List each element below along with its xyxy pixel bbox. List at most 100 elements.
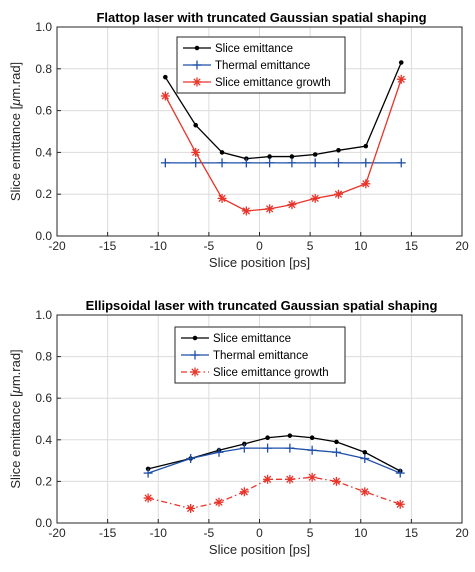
data-point — [214, 447, 224, 457]
series-2 — [143, 472, 405, 513]
series-1 — [160, 158, 406, 168]
data-point — [336, 148, 341, 153]
legend-marker — [192, 77, 202, 87]
data-point — [307, 445, 317, 455]
x-tick-label: 20 — [455, 526, 469, 540]
data-point — [396, 158, 406, 168]
data-point — [395, 499, 405, 509]
bottom-chart-panel: -20 -15 -10 -5 0 5 10 15 20 0.0 0.2 0.4 0.6 0.8 1.0 Ell… — [8, 298, 469, 557]
x-axis-label: Slice position [ps] — [209, 255, 310, 270]
y-tick-label: 0.2 — [35, 474, 52, 488]
data-point — [312, 152, 318, 157]
x-tick-label: 0 — [256, 239, 263, 253]
y-tick-label: 0.4 — [35, 433, 52, 447]
x-tick-label: 20 — [455, 239, 469, 253]
legend-label: Slice emittance — [215, 43, 293, 55]
data-point — [285, 443, 295, 453]
series-1 — [143, 443, 405, 478]
data-point — [217, 193, 227, 203]
x-tick-label: -5 — [204, 239, 215, 253]
data-point — [265, 204, 275, 214]
data-point — [239, 487, 249, 497]
y-axis-label: Slice emittance [μm.rad] — [8, 349, 23, 488]
data-point — [360, 454, 370, 464]
y-tick-label: 0.8 — [35, 350, 52, 364]
data-point — [334, 439, 339, 445]
y-tick-label: 0.0 — [35, 516, 52, 530]
data-point — [310, 193, 320, 203]
data-point — [363, 143, 369, 149]
top-chart-panel: -20 -15 -10 -5 0 5 10 15 20 0.0 0.2 0.4 0.6 0.8 1.0 Fla… — [8, 10, 469, 270]
chart-title: Flattop laser with truncated Gaussian sp… — [96, 10, 426, 25]
y-tick-label: 0.8 — [35, 62, 52, 76]
x-tick-label: -10 — [150, 239, 168, 253]
data-point — [360, 487, 370, 497]
series-line — [147, 476, 401, 510]
data-point — [331, 447, 341, 457]
data-point — [217, 158, 227, 168]
legend: Slice emittance Thermal emittance Slice em… — [174, 326, 346, 384]
legend-marker — [192, 335, 198, 341]
x-tick-label: 15 — [405, 239, 419, 253]
x-tick-label: 10 — [354, 239, 368, 253]
legend-marker — [192, 60, 202, 70]
data-point — [333, 158, 343, 168]
y-tick-label: 1.0 — [35, 308, 52, 322]
data-point — [287, 433, 293, 438]
data-point — [289, 154, 295, 159]
series-0 — [163, 60, 404, 161]
x-tick-label: 10 — [354, 526, 368, 540]
data-point — [307, 472, 317, 482]
legend-marker — [190, 367, 200, 377]
x-tick-label: 15 — [405, 526, 419, 540]
data-point — [362, 449, 368, 455]
data-point — [160, 91, 170, 101]
data-point — [361, 158, 371, 168]
x-tick-label: 5 — [307, 526, 314, 540]
data-point — [191, 147, 201, 157]
data-point — [186, 454, 196, 464]
data-point — [287, 200, 297, 210]
data-point — [309, 435, 315, 441]
data-point — [267, 154, 272, 159]
series-line — [164, 62, 402, 160]
x-tick-label: -20 — [48, 526, 66, 540]
x-tick-label: -20 — [48, 239, 66, 253]
chart-title: Ellipsoidal laser with truncated Gaussia… — [86, 298, 438, 313]
legend-marker — [190, 350, 200, 360]
series-line — [147, 434, 401, 472]
y-tick-label: 0.6 — [35, 391, 52, 405]
data-point — [285, 474, 295, 484]
y-tick-label: 1.0 — [35, 20, 52, 34]
data-point — [214, 497, 224, 507]
data-point — [331, 476, 341, 486]
data-point — [333, 189, 343, 199]
legend-label: Slice emittance growth — [215, 77, 331, 89]
y-tick-label: 0.0 — [35, 229, 52, 243]
data-point — [287, 158, 297, 168]
data-point — [193, 122, 199, 128]
data-point — [219, 150, 225, 155]
x-tick-label: -5 — [204, 526, 215, 540]
data-point — [191, 158, 201, 168]
x-tick-label: -10 — [150, 526, 168, 540]
y-axis-label: Slice emittance [μm.rad] — [8, 62, 23, 201]
data-point — [241, 206, 251, 216]
data-point — [160, 158, 170, 168]
data-point — [395, 468, 405, 478]
data-point — [263, 474, 273, 484]
data-point — [310, 158, 320, 168]
legend-label: Thermal emittance — [215, 60, 310, 72]
data-point — [186, 503, 196, 513]
series-line — [147, 447, 401, 474]
legend-marker — [194, 45, 200, 51]
data-point — [241, 158, 251, 168]
series-line — [164, 79, 402, 212]
x-tick-label: -15 — [99, 239, 117, 253]
x-tick-label: -15 — [99, 526, 117, 540]
data-point — [163, 74, 168, 80]
x-axis-label: Slice position [ps] — [209, 542, 310, 557]
data-point — [398, 60, 404, 65]
y-tick-label: 0.6 — [35, 104, 52, 118]
